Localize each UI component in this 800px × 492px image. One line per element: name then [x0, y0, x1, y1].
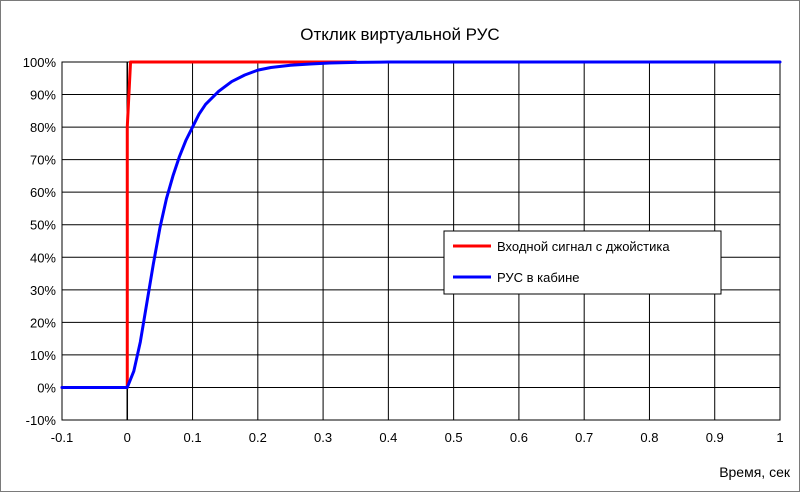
- x-tick-label: 0.7: [575, 430, 593, 445]
- x-tick-label: 0: [124, 430, 131, 445]
- tick-labels: -10% 0% 10% 20% 30% 40% 50% 60% 70% 80% 90% 100% -0.…: [23, 55, 784, 445]
- x-tick-label: 1: [776, 430, 783, 445]
- legend-label-input: Входной сигнал с джойстика: [497, 239, 670, 254]
- y-tick-label: 50%: [30, 218, 56, 233]
- legend: Входной сигнал с джойстика РУС в кабине: [443, 230, 722, 295]
- x-tick-label: -0.1: [51, 430, 73, 445]
- x-tick-label: 0.2: [249, 430, 267, 445]
- x-tick-label: 0.3: [314, 430, 332, 445]
- legend-box: [443, 230, 722, 295]
- series-lines: [60, 60, 782, 389]
- series-line-stick: [60, 60, 782, 389]
- x-axis-title: Время, сек: [719, 464, 791, 480]
- y-tick-label: 80%: [30, 120, 56, 135]
- x-tick-label: 0.4: [379, 430, 397, 445]
- y-tick-label: -10%: [26, 413, 57, 428]
- y-tick-label: 60%: [30, 185, 56, 200]
- y-tick-label: 100%: [23, 55, 57, 70]
- x-tick-label: 0.5: [445, 430, 463, 445]
- y-tick-label: 90%: [30, 88, 56, 103]
- y-tick-label: 0%: [37, 380, 56, 395]
- y-tick-label: 10%: [30, 348, 56, 363]
- y-tick-label: 20%: [30, 315, 56, 330]
- x-tick-label: 0.6: [510, 430, 528, 445]
- y-tick-label: 70%: [30, 153, 56, 168]
- chart-title: Отклик виртуальной РУС: [300, 25, 499, 44]
- x-tick-label: 0.8: [640, 430, 658, 445]
- y-tick-label: 30%: [30, 283, 56, 298]
- x-tick-label: 0.9: [706, 430, 724, 445]
- legend-label-stick: РУС в кабине: [497, 270, 579, 285]
- x-tick-label: 0.1: [184, 430, 202, 445]
- y-tick-label: 40%: [30, 250, 56, 265]
